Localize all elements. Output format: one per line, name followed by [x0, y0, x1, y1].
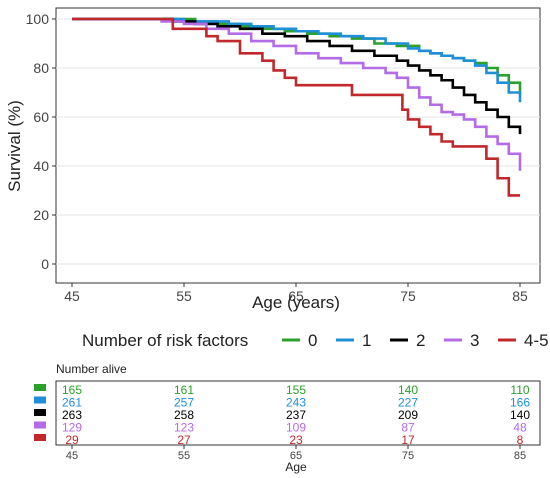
- risk-row-key-3: [34, 421, 46, 429]
- risk-table-x-ticks: 45 55 65 75 85: [66, 445, 526, 462]
- legend-label-2: 2: [416, 331, 425, 350]
- y-tick-label: 100: [26, 11, 50, 27]
- risk-cell: 123: [174, 421, 194, 435]
- x-tick-label: 45: [64, 288, 80, 304]
- risk-table: Number alive 165 161 155 140 110 261 257 243 227…: [34, 362, 541, 474]
- risk-cell: 227: [398, 396, 418, 410]
- legend-label-0: 0: [308, 331, 317, 350]
- legend-title: Number of risk factors: [82, 331, 248, 350]
- series-line-3: [72, 17, 522, 171]
- risk-cell: 237: [286, 408, 306, 422]
- risk-x-tick-label: 55: [178, 450, 190, 462]
- risk-row-key-4-5: [34, 434, 46, 441]
- x-axis-ticks: 45 55 65 75 85: [64, 283, 528, 304]
- risk-cell: 27: [177, 433, 191, 447]
- risk-x-tick-label: 75: [402, 450, 414, 462]
- risk-cell: 129: [62, 421, 82, 435]
- risk-cell: 87: [401, 421, 415, 435]
- risk-cell: 209: [398, 408, 418, 422]
- x-tick-label: 75: [400, 288, 416, 304]
- series-line-2: [72, 17, 522, 135]
- legend-label-4-5: 4-5: [524, 331, 549, 350]
- risk-cell: 23: [289, 433, 303, 447]
- grid: [56, 18, 540, 265]
- risk-cell: 243: [286, 396, 306, 410]
- risk-cell: 110: [510, 383, 529, 397]
- x-tick-label: 65: [288, 288, 304, 304]
- risk-cell: 109: [286, 421, 306, 435]
- risk-cell: 258: [174, 408, 194, 422]
- y-tick-label: 20: [33, 207, 49, 223]
- y-axis-label: Survival (%): [5, 100, 24, 192]
- x-tick-label: 55: [176, 288, 192, 304]
- risk-cell: 140: [398, 383, 418, 397]
- risk-table-rows: 165 161 155 140 110 261 257 243 227 166 263 258 237 2…: [34, 383, 530, 447]
- risk-cell: 257: [174, 396, 194, 410]
- risk-cell: 155: [286, 383, 306, 397]
- y-axis-ticks: 0 20 40 60 80 100: [26, 11, 56, 272]
- series-line-1: [72, 17, 522, 103]
- risk-cell: 161: [174, 383, 194, 397]
- legend: Number of risk factors 0 1 2 3 4-5: [82, 331, 549, 350]
- y-tick-label: 0: [41, 256, 49, 272]
- risk-cell: 8: [517, 433, 524, 447]
- legend-label-1: 1: [362, 331, 371, 350]
- risk-cell: 261: [62, 396, 82, 410]
- y-tick-label: 80: [33, 60, 49, 76]
- x-axis-label: Age (years): [252, 293, 340, 312]
- risk-x-tick-label: 45: [66, 450, 78, 462]
- legend-label-3: 3: [470, 331, 479, 350]
- risk-row-key-0: [34, 384, 46, 391]
- risk-x-tick-label: 85: [514, 450, 526, 462]
- series-line-4-5: [72, 17, 520, 197]
- risk-cell: 48: [513, 421, 527, 435]
- risk-cell: 165: [62, 383, 82, 397]
- risk-cell: 263: [62, 408, 82, 422]
- y-tick-label: 40: [33, 158, 49, 174]
- risk-table-x-label: Age: [285, 460, 307, 474]
- risk-x-tick-label: 65: [290, 450, 302, 462]
- legend-items: 0 1 2 3 4-5: [282, 331, 549, 350]
- risk-cell: 29: [65, 433, 79, 447]
- risk-table-title: Number alive: [56, 362, 127, 376]
- y-tick-label: 60: [33, 109, 49, 125]
- risk-cell: 17: [401, 433, 415, 447]
- risk-table-panel: [55, 380, 541, 446]
- risk-row-key-1: [34, 396, 46, 404]
- risk-cell: 140: [510, 408, 530, 422]
- risk-row-key-2: [34, 409, 46, 416]
- risk-cell: 166: [510, 396, 530, 410]
- series-lines: [72, 17, 522, 197]
- survival-plot: 0 20 40 60 80 100 45 55 65 75 85 Survival (%) Age…: [5, 7, 541, 312]
- x-tick-label: 85: [512, 288, 528, 304]
